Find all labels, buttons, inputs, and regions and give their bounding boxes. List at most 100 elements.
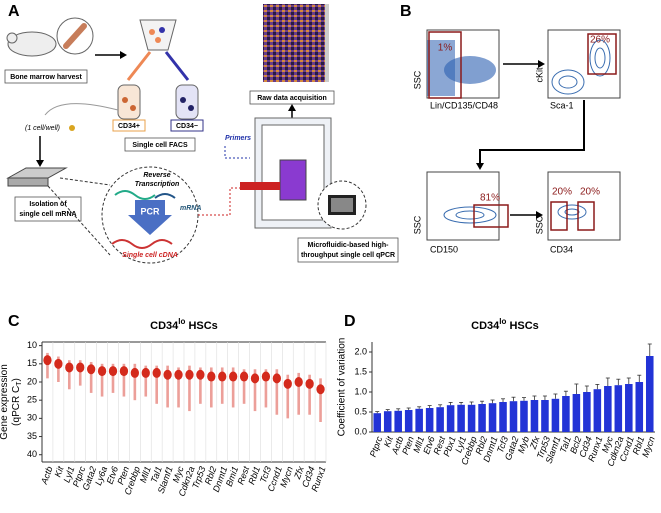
- median-cloud: [174, 369, 183, 380]
- axis-label: Sca-1: [550, 100, 574, 110]
- bar: [614, 385, 623, 432]
- spread: [122, 363, 126, 397]
- bar: [541, 400, 549, 432]
- y-tick-label: 0.0: [354, 426, 367, 436]
- spread: [199, 367, 202, 404]
- note: (1 cell/well): [25, 125, 60, 132]
- y-axis-label: Coefficient of variation: [337, 338, 348, 437]
- median-cloud: [87, 364, 96, 375]
- median-cloud: [218, 371, 227, 382]
- spread: [253, 369, 257, 412]
- median-cloud: [316, 384, 325, 395]
- y-tick-label: 20: [27, 376, 37, 386]
- y-tick-label: 35: [27, 431, 37, 441]
- tube-label: CD34+: [118, 123, 140, 130]
- chart-title: CD34lo HSCs: [471, 317, 539, 332]
- median-cloud: [250, 373, 260, 384]
- y-tick-label: 10: [27, 340, 37, 350]
- gate-label: 20%: [580, 187, 600, 198]
- step-label: Isolation of: [29, 201, 67, 208]
- bar: [562, 396, 570, 432]
- x-tick-label: Zfx: [292, 465, 306, 482]
- step-label: throughput single cell qPCR: [301, 252, 395, 259]
- panel-label: A: [8, 3, 20, 20]
- spread: [67, 360, 71, 390]
- spread: [100, 363, 104, 397]
- median-cloud: [76, 362, 85, 373]
- y-tick-label: 2.0: [354, 346, 367, 356]
- spread: [166, 365, 169, 408]
- title-part: CD34: [471, 320, 500, 332]
- bar: [509, 401, 518, 432]
- spread: [242, 369, 246, 404]
- bar: [394, 410, 402, 432]
- note: mRNA: [180, 205, 201, 212]
- axis-label: cKit: [534, 67, 544, 83]
- note: PCR: [140, 206, 160, 216]
- gate-label: 20%: [552, 187, 572, 198]
- y-tick-label: 30: [27, 413, 37, 423]
- gate-label: 81%: [480, 193, 500, 204]
- y-tick-label: 25: [27, 395, 37, 405]
- spread: [209, 367, 213, 408]
- bar: [415, 408, 423, 432]
- median-cloud: [261, 371, 271, 382]
- axis-label: SSC: [534, 215, 544, 234]
- title-part: CD34: [150, 320, 179, 332]
- gate-label: 1%: [438, 43, 453, 54]
- median-cloud: [283, 378, 292, 389]
- heatmap: [263, 4, 329, 82]
- median-cloud: [185, 369, 194, 380]
- median-cloud: [207, 371, 216, 382]
- spread: [188, 365, 191, 412]
- bar: [488, 403, 497, 432]
- bar: [572, 394, 581, 432]
- median-cloud: [152, 367, 161, 378]
- bar: [635, 382, 644, 432]
- step-label: Single cell FACS: [132, 142, 188, 149]
- x-tick-label: Zfx: [528, 435, 542, 452]
- bar: [499, 402, 507, 432]
- step-label: Microfluidic-based high-: [308, 242, 390, 249]
- label-part: (qPCR C: [11, 386, 22, 426]
- note: Primers: [225, 135, 251, 142]
- panel-label: B: [400, 3, 412, 20]
- spread: [308, 374, 311, 415]
- spread: [133, 363, 137, 401]
- median-cloud: [294, 377, 303, 387]
- bar: [520, 400, 528, 432]
- bar: [383, 411, 392, 432]
- spread: [177, 367, 180, 408]
- median-cloud: [108, 366, 118, 377]
- bar: [593, 389, 602, 432]
- bar: [583, 392, 591, 432]
- title-part: lo: [178, 317, 185, 326]
- spread: [220, 367, 224, 404]
- spread: [155, 365, 159, 404]
- x-tick-label: Kit: [382, 435, 395, 449]
- median-cloud: [229, 371, 238, 382]
- spread: [46, 352, 49, 379]
- y-tick-label: 1.5: [354, 366, 367, 376]
- chart-title: CD34lo HSCs: [150, 317, 218, 332]
- y-tick-label: 1.0: [354, 386, 367, 396]
- axis-label: CD34: [550, 244, 573, 254]
- label-part: ): [11, 378, 22, 381]
- note: Single cell cDNA: [122, 252, 178, 259]
- x-tick-label: Ptprc: [368, 435, 385, 459]
- panel-b: 1% SSC Lin/CD135/CD48 26% cKit Sca-1 81%…: [412, 29, 621, 254]
- bar: [373, 413, 382, 432]
- y-tick-label: 0.5: [354, 406, 367, 416]
- bar: [604, 386, 612, 432]
- median-cloud: [130, 367, 139, 378]
- title-part: HSCs: [506, 320, 538, 332]
- x-tick-label: Kit: [53, 465, 66, 479]
- spread: [111, 363, 115, 393]
- median-cloud: [97, 366, 107, 377]
- bar: [457, 404, 465, 432]
- spread: [275, 369, 279, 415]
- median-cloud: [239, 371, 249, 382]
- step-label: Bone marrow harvest: [10, 74, 82, 81]
- median-cloud: [196, 369, 205, 380]
